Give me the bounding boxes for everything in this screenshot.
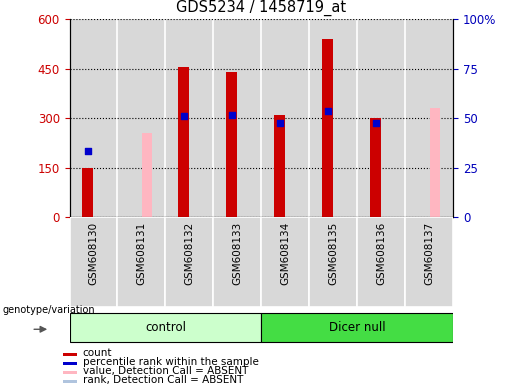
Point bbox=[276, 120, 284, 126]
Text: control: control bbox=[145, 321, 186, 334]
Bar bbox=[405, 217, 453, 307]
Bar bbox=[63, 353, 77, 356]
Point bbox=[323, 108, 332, 114]
Text: count: count bbox=[83, 348, 112, 358]
Bar bbox=[82, 168, 93, 217]
Text: GSM608133: GSM608133 bbox=[232, 222, 243, 285]
Text: GSM608132: GSM608132 bbox=[184, 222, 195, 285]
Bar bbox=[178, 67, 189, 217]
Text: GSM608131: GSM608131 bbox=[136, 222, 146, 285]
Bar bbox=[63, 380, 77, 383]
Bar bbox=[63, 371, 77, 374]
Bar bbox=[117, 217, 165, 307]
Text: genotype/variation: genotype/variation bbox=[2, 305, 95, 315]
Bar bbox=[70, 217, 117, 307]
Bar bbox=[430, 118, 440, 217]
Text: Dicer null: Dicer null bbox=[329, 321, 386, 334]
Bar bbox=[310, 217, 357, 307]
Text: GSM608130: GSM608130 bbox=[89, 222, 98, 285]
Bar bbox=[63, 362, 77, 365]
Bar bbox=[261, 313, 453, 342]
Text: GSM608134: GSM608134 bbox=[280, 222, 290, 285]
Text: GSM608135: GSM608135 bbox=[328, 222, 338, 285]
Point bbox=[83, 148, 92, 154]
Bar bbox=[227, 72, 237, 217]
Bar bbox=[142, 133, 152, 217]
Bar bbox=[70, 313, 261, 342]
Text: percentile rank within the sample: percentile rank within the sample bbox=[83, 357, 259, 367]
Bar bbox=[142, 133, 152, 217]
Bar bbox=[357, 217, 405, 307]
Bar bbox=[370, 118, 381, 217]
Point bbox=[371, 120, 380, 126]
Text: GSM608136: GSM608136 bbox=[376, 222, 386, 285]
Point bbox=[180, 113, 188, 119]
Bar bbox=[322, 39, 333, 217]
Bar bbox=[165, 217, 213, 307]
Bar bbox=[213, 217, 261, 307]
Bar bbox=[261, 217, 310, 307]
Point bbox=[228, 112, 236, 118]
Text: rank, Detection Call = ABSENT: rank, Detection Call = ABSENT bbox=[83, 375, 243, 384]
Text: value, Detection Call = ABSENT: value, Detection Call = ABSENT bbox=[83, 366, 248, 376]
Text: GSM608137: GSM608137 bbox=[424, 222, 434, 285]
Bar bbox=[274, 115, 285, 217]
Title: GDS5234 / 1458719_at: GDS5234 / 1458719_at bbox=[176, 0, 347, 17]
Bar bbox=[430, 108, 440, 217]
